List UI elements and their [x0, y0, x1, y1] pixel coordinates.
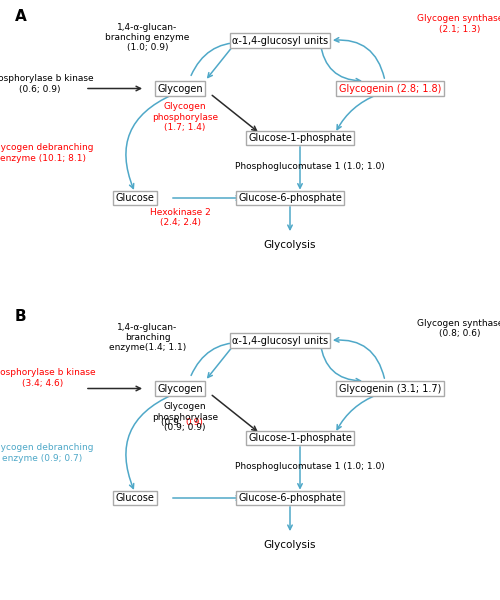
- Text: Glycogenin (2.8; 1.8): Glycogenin (2.8; 1.8): [339, 83, 441, 94]
- Text: Phosphorylase b kinase
(0.6; 0.9): Phosphorylase b kinase (0.6; 0.9): [0, 74, 94, 94]
- Text: Glucose-1-phosphate: Glucose-1-phosphate: [248, 433, 352, 443]
- Text: (0.9;: (0.9;: [162, 418, 185, 427]
- Text: 0.9): 0.9): [185, 418, 203, 427]
- Text: Hexokinase 2
(2.4; 2.4): Hexokinase 2 (2.4; 2.4): [150, 208, 210, 227]
- Text: Glycogen debranching
enzyme (10.1; 8.1): Glycogen debranching enzyme (10.1; 8.1): [0, 143, 94, 163]
- Text: Glycolysis: Glycolysis: [264, 239, 316, 250]
- Text: Glycogen debranching
enzyme (0.9; 0.7): Glycogen debranching enzyme (0.9; 0.7): [0, 443, 94, 463]
- Text: Glycolysis: Glycolysis: [264, 539, 316, 550]
- Text: B: B: [15, 309, 26, 324]
- Text: Glycogen: Glycogen: [157, 83, 203, 94]
- Text: Phosphoglucomutase 1 (1.0; 1.0): Phosphoglucomutase 1 (1.0; 1.0): [236, 462, 385, 471]
- Text: Glucose-1-phosphate: Glucose-1-phosphate: [248, 133, 352, 143]
- Text: Glycogen
phosphorylase
(1.7; 1.4): Glycogen phosphorylase (1.7; 1.4): [152, 102, 218, 132]
- Text: Glucose: Glucose: [116, 493, 154, 503]
- Text: Phosphoglucomutase 1 (1.0; 1.0): Phosphoglucomutase 1 (1.0; 1.0): [236, 162, 385, 171]
- Text: α-1,4-glucosyl units: α-1,4-glucosyl units: [232, 335, 328, 346]
- Text: 1,4-α-glucan-
branching enzyme
(1.0; 0.9): 1,4-α-glucan- branching enzyme (1.0; 0.9…: [106, 23, 190, 52]
- Text: 1,4-α-glucan-
branching
enzyme(1.4; 1.1): 1,4-α-glucan- branching enzyme(1.4; 1.1): [109, 323, 186, 352]
- Text: A: A: [15, 9, 27, 24]
- Text: Glucose-6-phosphate: Glucose-6-phosphate: [238, 493, 342, 503]
- Text: α-1,4-glucosyl units: α-1,4-glucosyl units: [232, 35, 328, 46]
- Text: Glycogen synthase
(0.8; 0.6): Glycogen synthase (0.8; 0.6): [417, 319, 500, 338]
- Text: Glucose: Glucose: [116, 193, 154, 203]
- Text: Glycogen
phosphorylase
(0.9; 0.9): Glycogen phosphorylase (0.9; 0.9): [152, 402, 218, 432]
- Text: Glucose-6-phosphate: Glucose-6-phosphate: [238, 193, 342, 203]
- Text: Phosphorylase b kinase
(3.4; 4.6): Phosphorylase b kinase (3.4; 4.6): [0, 368, 96, 388]
- Text: Glycogen synthase
(2.1; 1.3): Glycogen synthase (2.1; 1.3): [417, 14, 500, 34]
- Text: Glycogenin (3.1; 1.7): Glycogenin (3.1; 1.7): [339, 383, 441, 394]
- Text: Glycogen: Glycogen: [157, 383, 203, 394]
